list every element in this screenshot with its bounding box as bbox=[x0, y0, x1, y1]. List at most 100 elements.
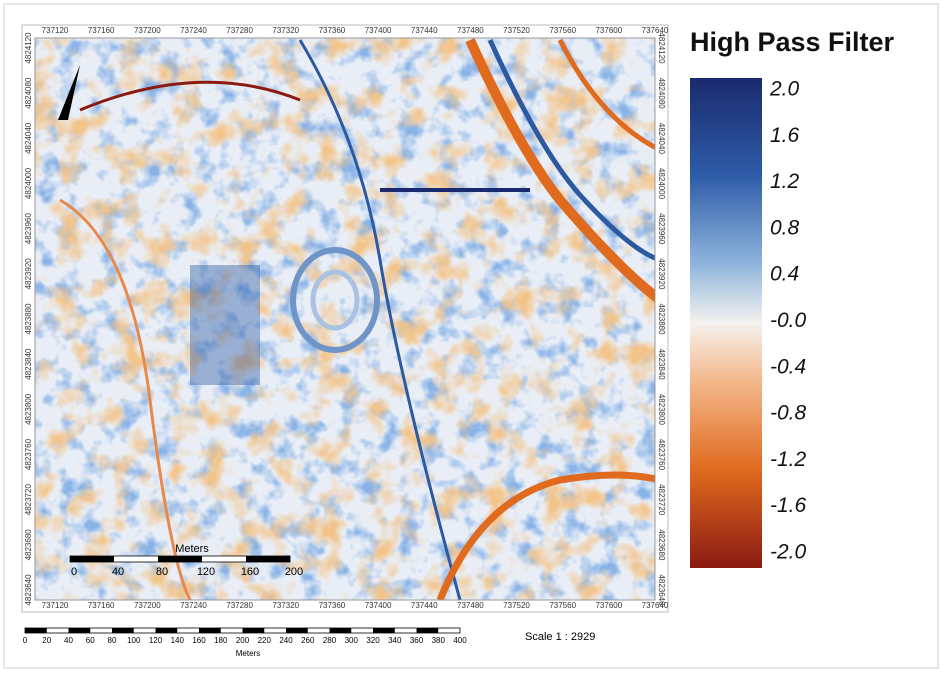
scale-unit: Meters bbox=[175, 543, 209, 555]
scale-label: 40 bbox=[112, 566, 124, 578]
top-coordinate: 737280 bbox=[226, 26, 253, 35]
scale-label: 280 bbox=[323, 636, 337, 645]
left-coordinate: 4823840 bbox=[24, 348, 33, 380]
raster bbox=[35, 38, 655, 600]
scale-segment bbox=[242, 628, 265, 633]
scale-label: 160 bbox=[192, 636, 206, 645]
bottom-coordinate: 737360 bbox=[319, 601, 346, 610]
left-coordinate: 4823680 bbox=[24, 529, 33, 561]
left-coordinate: 4823880 bbox=[24, 303, 33, 335]
bottom-coordinate: 737120 bbox=[42, 601, 69, 610]
scale-unit: Meters bbox=[236, 649, 260, 658]
scale-segment bbox=[286, 628, 308, 633]
scale-label: 60 bbox=[86, 636, 95, 645]
top-coordinate: 737480 bbox=[457, 26, 484, 35]
right-coordinate: 4823760 bbox=[657, 439, 666, 471]
right-coordinate: 4824080 bbox=[657, 78, 666, 110]
legend-label: -1.2 bbox=[770, 448, 807, 471]
top-coordinate: 737120 bbox=[42, 26, 69, 35]
color-ramp bbox=[690, 78, 762, 568]
top-coordinate: 737240 bbox=[180, 26, 207, 35]
scale-segment bbox=[246, 556, 290, 562]
bottom-coordinate: 737400 bbox=[365, 601, 392, 610]
top-coordinate: 737560 bbox=[549, 26, 576, 35]
legend-title: High Pass Filter bbox=[690, 27, 895, 57]
scale-segment bbox=[112, 628, 134, 633]
right-coordinate: 4823920 bbox=[657, 258, 666, 290]
scale-label: 220 bbox=[258, 636, 272, 645]
left-coordinate: 4823640 bbox=[24, 574, 33, 606]
top-coordinate: 737520 bbox=[503, 26, 530, 35]
scale-segment bbox=[329, 628, 352, 633]
scale-label: 100 bbox=[127, 636, 141, 645]
scale-ratio: Scale 1 : 2929 bbox=[525, 631, 595, 643]
right-coordinate: 4823800 bbox=[657, 394, 666, 426]
legend-label: 0.8 bbox=[770, 216, 800, 239]
bottom-coordinate: 737200 bbox=[134, 601, 161, 610]
scale-segment bbox=[199, 628, 221, 633]
scale-label: 80 bbox=[156, 566, 168, 578]
right-coordinate: 4823840 bbox=[657, 349, 666, 381]
scale-segment bbox=[68, 628, 91, 633]
scale-label: 0 bbox=[71, 566, 77, 578]
bottom-coordinate: 737240 bbox=[180, 601, 207, 610]
scale-label: 200 bbox=[285, 566, 303, 578]
top-coordinate: 737640 bbox=[642, 26, 669, 35]
scale-label: 240 bbox=[279, 636, 293, 645]
bottom-coordinate: 737520 bbox=[503, 601, 530, 610]
legend-label: 0.4 bbox=[770, 263, 799, 286]
scale-label: 0 bbox=[23, 636, 28, 645]
top-coordinate: 737400 bbox=[365, 26, 392, 35]
top-coordinate: 737160 bbox=[88, 26, 115, 35]
legend-label: 1.2 bbox=[770, 170, 800, 193]
left-coordinate: 4824000 bbox=[24, 167, 33, 199]
top-coordinate: 737200 bbox=[134, 26, 161, 35]
bottom-coordinate: 737600 bbox=[595, 601, 622, 610]
scale-label: 140 bbox=[171, 636, 185, 645]
scale-label: 120 bbox=[149, 636, 163, 645]
scale-label: 20 bbox=[42, 636, 51, 645]
scale-label: 120 bbox=[197, 566, 215, 578]
legend-label: -0.4 bbox=[770, 355, 806, 378]
legend-label: 2.0 bbox=[769, 78, 800, 101]
scale-label: 380 bbox=[432, 636, 446, 645]
scale-label: 40 bbox=[64, 636, 73, 645]
left-coordinate: 4824080 bbox=[24, 77, 33, 109]
scale-label: 200 bbox=[236, 636, 250, 645]
scale-label: 300 bbox=[345, 636, 359, 645]
legend-label: -0.0 bbox=[770, 309, 807, 332]
bottom-coordinate: 737280 bbox=[226, 601, 253, 610]
scale-segment bbox=[70, 556, 114, 562]
right-coordinate: 4824120 bbox=[657, 32, 666, 64]
bottom-coordinate: 737440 bbox=[411, 601, 438, 610]
top-coordinate: 737320 bbox=[272, 26, 299, 35]
scale-label: 160 bbox=[241, 566, 259, 578]
scale-label: 340 bbox=[388, 636, 402, 645]
right-coordinate: 4824000 bbox=[657, 168, 666, 200]
bottom-coordinate: 737640 bbox=[642, 601, 669, 610]
left-coordinate: 4823760 bbox=[24, 438, 33, 470]
legend-label: -0.8 bbox=[770, 402, 807, 425]
top-coordinate: 737360 bbox=[319, 26, 346, 35]
left-coordinate: 4823920 bbox=[24, 258, 33, 290]
scale-segment bbox=[155, 628, 178, 633]
top-coordinate: 737440 bbox=[411, 26, 438, 35]
scale-segment bbox=[416, 628, 439, 633]
right-coordinate: 4823640 bbox=[657, 574, 666, 606]
scale-segment bbox=[373, 628, 395, 633]
top-coordinate: 737600 bbox=[595, 26, 622, 35]
scale-label: 260 bbox=[301, 636, 315, 645]
left-coordinate: 4824040 bbox=[24, 122, 33, 154]
raster-border bbox=[34, 37, 656, 601]
legend-label: -1.6 bbox=[770, 494, 807, 517]
scale-label: 360 bbox=[410, 636, 424, 645]
right-coordinate: 4824040 bbox=[657, 123, 666, 155]
bottom-coordinate: 737160 bbox=[88, 601, 115, 610]
scale-label: 180 bbox=[214, 636, 228, 645]
legend-label: 1.6 bbox=[770, 124, 800, 147]
scale-label: 320 bbox=[366, 636, 380, 645]
scale-label: 80 bbox=[108, 636, 117, 645]
right-coordinate: 4823720 bbox=[657, 484, 666, 516]
left-coordinate: 4824120 bbox=[24, 32, 33, 64]
